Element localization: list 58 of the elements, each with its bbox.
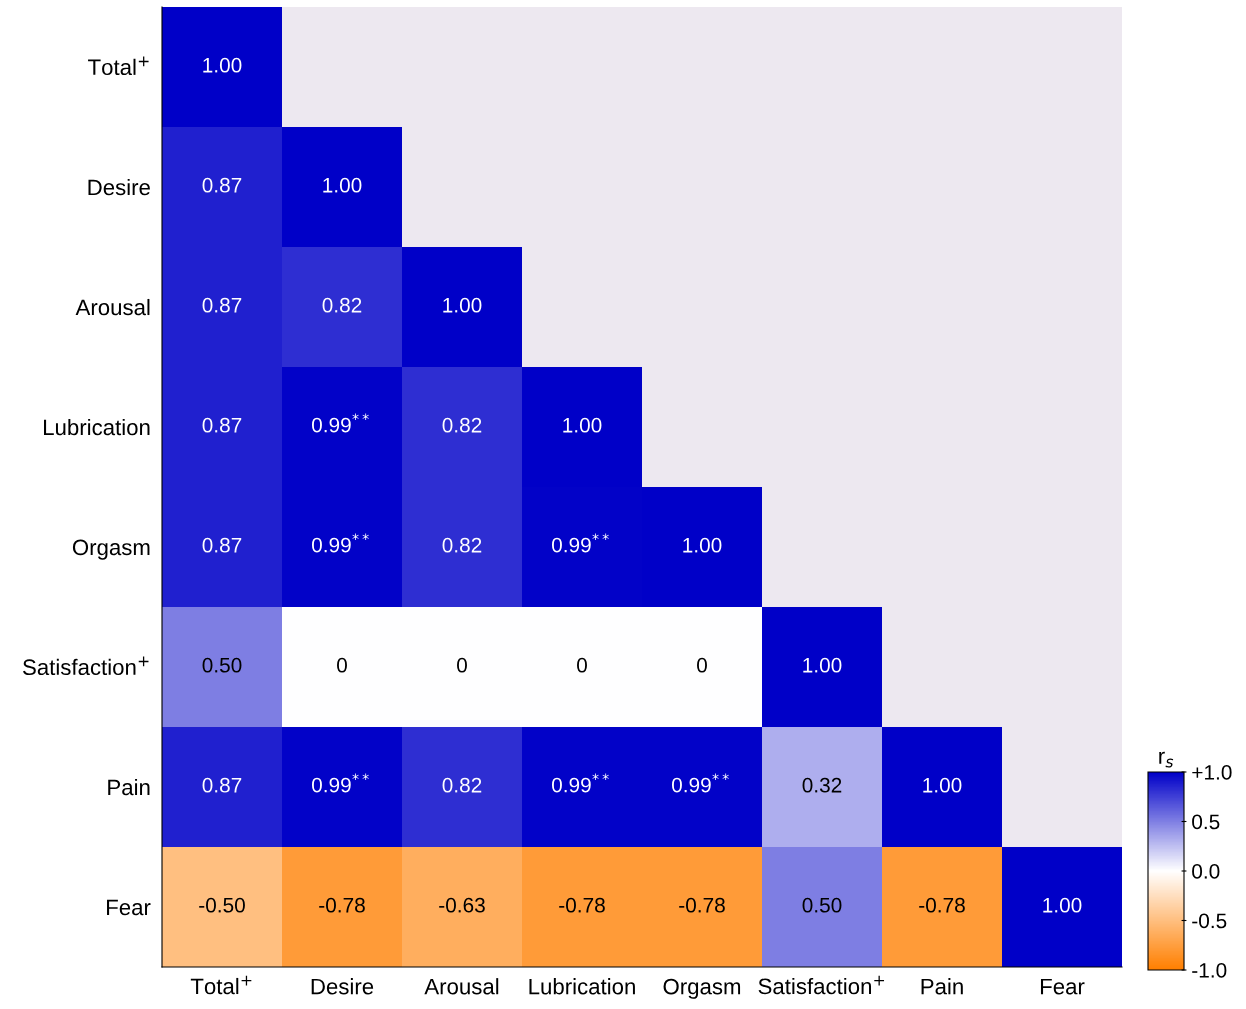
x-tick-label: Pain: [921, 978, 963, 995]
color-bar-label: 0.5: [1192, 814, 1220, 830]
data-label: 1.00: [563, 417, 602, 433]
x-tick-label: Orgasm: [663, 978, 741, 999]
data-label: 1.00: [203, 57, 242, 73]
data-label: 0.87: [202, 777, 242, 793]
data-label: 0.32: [802, 777, 842, 793]
data-label: -0.78: [319, 897, 365, 913]
data-label: 0.87: [202, 177, 242, 193]
x-tick-label: Desire: [311, 978, 374, 995]
data-label: -0.78: [919, 897, 965, 913]
data-label: 0.87: [202, 417, 242, 433]
x-tick-label: Arousal: [424, 978, 499, 995]
y-tick-label: Lubrication: [44, 418, 150, 436]
x-tick-label: Satisfaction$^{+}$: [758, 975, 885, 995]
color-bar-label: -0.5: [1192, 913, 1227, 929]
y-tick-label: Satisfaction$^{+}$: [23, 656, 149, 676]
y-tick-label: Orgasm: [72, 539, 150, 560]
data-label: 0: [697, 657, 707, 673]
x-tick-label: Lubrication: [529, 978, 635, 995]
data-label: 0.50: [202, 657, 242, 673]
y-tick-label: Pain: [108, 778, 150, 796]
data-label: 0.82: [442, 777, 482, 793]
y-tick-label: Fear: [107, 899, 151, 916]
data-label: 0.99$^{**}$: [551, 533, 609, 553]
data-label: 1.00: [683, 537, 722, 553]
data-label: -0.78: [679, 897, 725, 913]
x-tick-label: Fear: [1040, 978, 1085, 995]
x-tick-label: Total$^{+}$: [190, 975, 252, 995]
data-label: 1.00: [323, 177, 362, 193]
data-label: 0.99$^{**}$: [311, 773, 369, 793]
y-tick-label: Desire: [88, 178, 150, 196]
data-label: -0.63: [439, 897, 485, 913]
data-label: 0.99$^{**}$: [311, 533, 369, 553]
data-label: 0.99$^{**}$: [671, 773, 729, 793]
data-label: 0.82: [442, 537, 482, 553]
data-label: -0.50: [199, 897, 245, 913]
data-label: 1.00: [923, 777, 962, 793]
color-bar-label: -1.0: [1192, 963, 1227, 978]
data-label: 0.87: [202, 297, 242, 313]
color-bar-label: +1.0: [1192, 765, 1232, 780]
data-label: 0.82: [322, 297, 362, 313]
data-label: 0.99$^{**}$: [311, 413, 369, 433]
data-label: 0.50: [802, 897, 842, 913]
y-tick-label: Total$^{+}$: [88, 56, 149, 76]
data-label: -0.78: [559, 897, 605, 913]
data-label: 1.00: [443, 297, 482, 313]
y-tick-label: Arousal: [75, 298, 150, 316]
data-label: 0: [577, 657, 587, 673]
data-label: 0.99$^{**}$: [551, 773, 609, 793]
data-label: 0.82: [442, 417, 482, 433]
color-bar-label: 0.0: [1192, 864, 1220, 879]
data-label: 0: [457, 657, 467, 673]
data-label: 1.00: [1043, 897, 1082, 913]
color-bar-title: r$_{s}$: [1159, 751, 1174, 768]
data-label: 1.00: [803, 657, 842, 673]
data-label: 0.87: [202, 537, 242, 553]
data-label: 0: [337, 657, 347, 673]
